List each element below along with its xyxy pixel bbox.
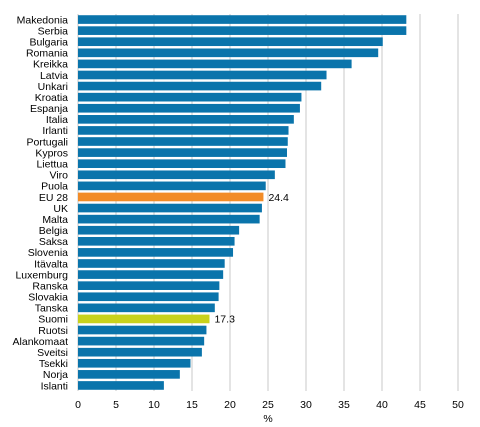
bar-slovakia — [78, 292, 219, 302]
data-label-suomi: 17.3 — [214, 314, 235, 326]
bar-norja — [78, 370, 180, 379]
bar-makedonia — [78, 15, 407, 24]
category-labels: MakedoniaSerbiaBulgariaRomaniaKreikkaLat… — [13, 14, 69, 392]
bar-malta — [78, 214, 260, 224]
category-label-latvia: Latvia — [40, 70, 68, 82]
x-axis-title: % — [263, 413, 272, 425]
bar-latvia — [78, 70, 327, 80]
x-tick-label-0: 0 — [75, 399, 81, 411]
bar-puola — [78, 181, 266, 191]
x-tick-label-45: 45 — [414, 399, 426, 411]
category-label-serbia: Serbia — [38, 25, 69, 37]
bar-viro — [78, 170, 275, 180]
category-label-viro: Viro — [50, 170, 69, 182]
x-tick-label-25: 25 — [262, 399, 274, 411]
x-axis-ticks: 0 5 10 15 20 25 30 35 40 45 50 — [75, 399, 464, 411]
category-label-alankomaat: Alankomaat — [13, 336, 69, 348]
bar-irlanti — [78, 126, 289, 135]
bar-sveitsi — [78, 347, 202, 357]
category-label-islanti: Islanti — [41, 380, 68, 392]
bar-suomi — [78, 314, 210, 324]
category-label-luxemburg: Luxemburg — [15, 269, 68, 281]
category-label-kreikka: Kreikka — [33, 59, 68, 71]
category-label-italia: Italia — [46, 114, 68, 126]
x-tick-label-50: 50 — [452, 399, 464, 411]
category-label-makedonia: Makedonia — [17, 14, 69, 26]
category-label-espanja: Espanja — [30, 103, 68, 115]
category-label-belgia: Belgia — [39, 225, 68, 237]
bar-saksa — [78, 236, 235, 246]
x-tick-label-40: 40 — [376, 399, 388, 411]
bar-eu-28 — [78, 192, 264, 202]
category-label-malta: Malta — [42, 214, 68, 226]
data-labels: 24.4 17.3 — [214, 192, 289, 326]
bar-espanja — [78, 103, 300, 113]
bar-liettua — [78, 159, 286, 169]
category-label-tsekki: Tsekki — [39, 358, 68, 370]
category-label-ruotsi: Ruotsi — [38, 325, 68, 337]
category-label-ranska: Ranska — [32, 280, 68, 292]
bar-kypros — [78, 148, 287, 157]
category-label-slovakia: Slovakia — [28, 292, 68, 304]
bar-portugali — [78, 137, 288, 146]
bar-tsekki — [78, 358, 191, 368]
category-label-liettua: Liettua — [36, 158, 68, 170]
bar-belgia — [78, 225, 240, 235]
bar-ruotsi — [78, 325, 207, 335]
x-tick-label-30: 30 — [300, 399, 312, 411]
data-label-eu-28: 24.4 — [268, 192, 289, 204]
category-label-suomi: Suomi — [38, 314, 68, 326]
category-label-sveitsi: Sveitsi — [37, 347, 68, 359]
category-label-norja: Norja — [43, 369, 68, 381]
category-label-tanska: Tanska — [35, 303, 68, 315]
category-label-unkari: Unkari — [38, 81, 68, 93]
category-label-saksa: Saksa — [39, 236, 68, 248]
bar-uk — [78, 203, 262, 213]
bar-serbia — [78, 26, 407, 35]
bar-slovenia — [78, 248, 234, 257]
bar-itavalta — [78, 259, 225, 268]
bar-islanti — [78, 381, 164, 390]
x-tick-label-20: 20 — [224, 399, 236, 411]
x-tick-label-35: 35 — [338, 399, 350, 411]
category-label-portugali: Portugali — [27, 136, 68, 148]
bar-alankomaat — [78, 336, 205, 346]
category-label-puola: Puola — [41, 181, 68, 193]
bar-bulgaria — [78, 37, 383, 47]
bar-romania — [78, 48, 379, 58]
x-tick-label-10: 10 — [148, 399, 160, 411]
category-label-irlanti: Irlanti — [42, 125, 68, 137]
bar-kroatia — [78, 92, 302, 102]
category-label-eu-28: EU 28 — [39, 192, 68, 204]
bar-unkari — [78, 81, 322, 91]
x-tick-label-15: 15 — [186, 399, 198, 411]
category-label-kroatia: Kroatia — [35, 92, 68, 104]
bars — [78, 15, 407, 390]
bar-kreikka — [78, 59, 352, 69]
category-label-bulgaria: Bulgaria — [29, 37, 68, 49]
category-label-slovenia: Slovenia — [28, 247, 68, 259]
bar-luxemburg — [78, 270, 224, 279]
category-label-itavalta: Itävalta — [34, 258, 68, 270]
bar-ranska — [78, 281, 220, 290]
category-label-romania: Romania — [26, 48, 68, 60]
category-label-uk: UK — [53, 203, 68, 215]
x-tick-label-5: 5 — [113, 399, 119, 411]
bar-italia — [78, 115, 294, 124]
category-label-kypros: Kypros — [35, 147, 68, 159]
bar-tanska — [78, 303, 215, 313]
